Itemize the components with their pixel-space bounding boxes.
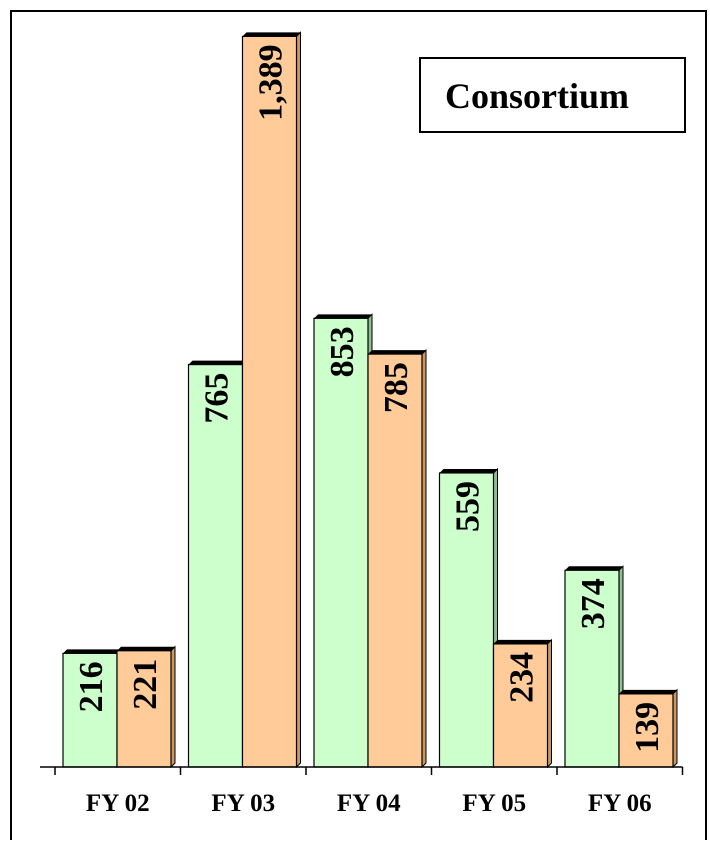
bar-s2-2 <box>241 31 301 769</box>
bar-top <box>188 360 247 365</box>
value-label: 853 <box>324 326 361 377</box>
legend-box: Consortium <box>419 57 686 133</box>
x-tick-label: FY 06 <box>588 790 652 817</box>
bar-front <box>438 472 495 768</box>
bar-side <box>421 348 427 769</box>
bar-side <box>296 31 301 769</box>
x-tick-label: FY 05 <box>462 790 526 817</box>
bar-s2-3 <box>367 348 427 769</box>
x-tick-label: FY 02 <box>86 790 150 817</box>
value-label: 221 <box>127 659 164 710</box>
bar-front <box>367 353 423 768</box>
value-label: 559 <box>450 481 487 532</box>
x-axis: FY 02 FY 03 FY 04 FY 05 FY 06 <box>40 766 684 817</box>
value-label: 785 <box>378 362 415 413</box>
bar-front <box>187 364 244 768</box>
bar-top <box>368 350 426 355</box>
x-tick-label: FY 04 <box>337 790 401 817</box>
bars-group: 216 221 765 1,389 853 785 559 234 374 139 <box>62 31 678 769</box>
value-label: 374 <box>575 578 612 629</box>
bar-front <box>618 693 674 768</box>
x-tick-label: FY 03 <box>211 790 275 817</box>
bar-front <box>564 569 620 768</box>
bar-front <box>241 35 298 768</box>
legend-box-border <box>419 57 686 133</box>
bar-top <box>565 566 623 571</box>
bar-side <box>170 645 176 769</box>
value-label: 1,389 <box>253 44 290 121</box>
chart-title: Consortium <box>445 76 629 116</box>
bar-top <box>117 646 175 651</box>
bar-top <box>242 32 301 37</box>
bar-s2-5 <box>618 688 678 769</box>
bar-top <box>314 314 372 319</box>
bar-top <box>439 468 498 473</box>
bar-front <box>313 317 369 768</box>
bar-top <box>63 649 121 654</box>
bar-top <box>619 689 677 694</box>
bar-front <box>116 650 172 768</box>
bar-s1-3 <box>313 313 373 769</box>
value-label: 139 <box>629 702 666 753</box>
value-label: 216 <box>73 661 110 712</box>
bar-s2-1 <box>116 645 176 769</box>
value-label: 765 <box>199 373 236 424</box>
value-label: 234 <box>504 652 541 703</box>
bar-top <box>493 639 552 644</box>
